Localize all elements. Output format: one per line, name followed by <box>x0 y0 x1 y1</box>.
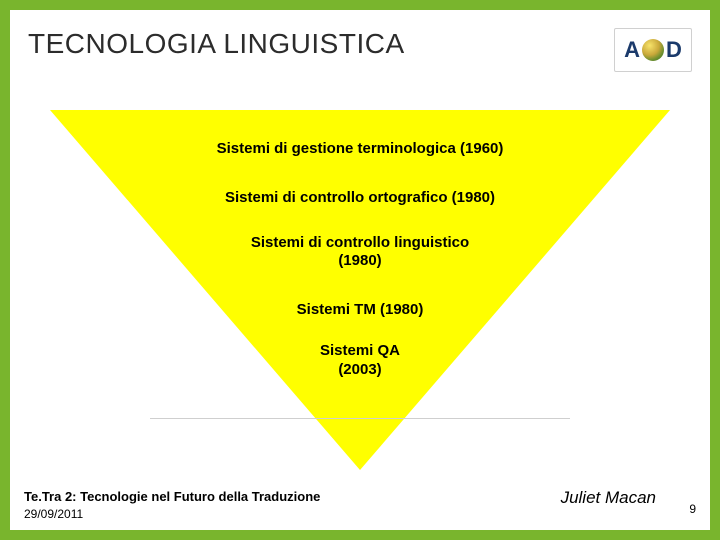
slide-body: TECNOLOGIA LINGUISTICA A D Sistemi di ge… <box>10 10 710 530</box>
footer-event: Te.Tra 2: Tecnologie nel Futuro della Tr… <box>24 488 320 506</box>
logo-letter-a: A <box>624 37 640 63</box>
funnel-diagram: Sistemi di gestione terminologica (1960)… <box>50 110 670 480</box>
funnel-items: Sistemi di gestione terminologica (1960)… <box>50 110 670 379</box>
slide-title: TECNOLOGIA LINGUISTICA <box>28 28 405 60</box>
logo-inner: A D <box>624 37 682 63</box>
funnel-item-0: Sistemi di gestione terminologica (1960) <box>50 110 670 159</box>
title-bar: TECNOLOGIA LINGUISTICA A D <box>28 28 692 72</box>
funnel-item-1: Sistemi di controllo ortografico (1980) <box>50 159 670 208</box>
footer-date: 29/09/2011 <box>24 506 320 522</box>
footer: Te.Tra 2: Tecnologie nel Futuro della Tr… <box>24 488 696 522</box>
globe-icon <box>642 39 664 61</box>
divider-line <box>150 418 570 419</box>
funnel-item-2: Sistemi di controllo linguistico(1980) <box>50 208 670 272</box>
logo-badge: A D <box>614 28 692 72</box>
footer-left: Te.Tra 2: Tecnologie nel Futuro della Tr… <box>24 488 320 522</box>
funnel-item-3: Sistemi TM (1980) <box>50 271 670 320</box>
funnel-item-4: Sistemi QA(2003) <box>50 320 670 380</box>
logo-letter-d: D <box>666 37 682 63</box>
footer-author: Juliet Macan <box>561 488 656 508</box>
page-number: 9 <box>689 502 696 516</box>
